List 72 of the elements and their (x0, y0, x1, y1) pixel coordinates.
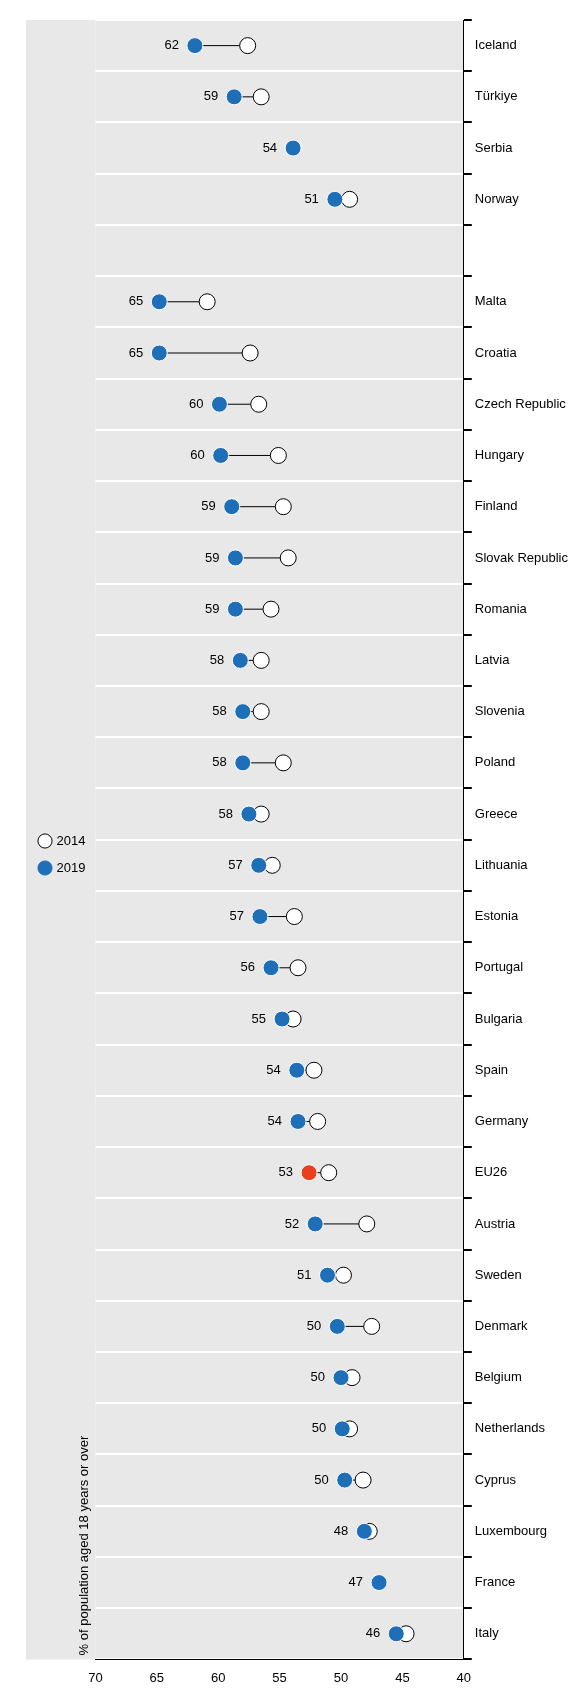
x-tick-label: 70 (88, 1669, 103, 1685)
data-label: 50 (314, 1471, 329, 1487)
data-label: 48 (333, 1522, 349, 1538)
x-tick-label: 65 (149, 1669, 165, 1685)
y-tick-label: Cyprus (474, 1471, 517, 1487)
y-tick-label: Austria (474, 1215, 517, 1231)
data-label: 53 (278, 1164, 294, 1180)
y-tick-label: Estonia (474, 908, 519, 924)
data-label: 60 (190, 447, 205, 463)
y-tick-label: Denmark (474, 1317, 529, 1333)
x-tick-label: 45 (395, 1669, 410, 1685)
data-label: 62 (164, 37, 179, 53)
y-tick-label: Belgium (474, 1369, 522, 1385)
data-label: 58 (218, 805, 233, 821)
y-tick-label: Italy (474, 1625, 500, 1641)
y-tick-label: Slovenia (474, 703, 526, 719)
data-label: 65 (128, 344, 144, 360)
y-tick-label: Iceland (474, 37, 517, 53)
y-tick-label: Luxembourg (474, 1522, 548, 1538)
data-label: 51 (297, 1266, 312, 1282)
data-label: 54 (267, 1113, 283, 1129)
y-axis-title: % of population aged 18 years or over (76, 1435, 92, 1656)
data-label: 51 (304, 190, 319, 206)
y-tick-label: Czech Republic (474, 395, 567, 411)
y-tick-label: Portugal (474, 959, 524, 975)
x-tick-label: 60 (210, 1669, 226, 1685)
data-label: 54 (262, 139, 278, 155)
legend-label: 2014 (56, 832, 86, 848)
data-label: 46 (365, 1625, 381, 1641)
data-label: 50 (311, 1420, 327, 1436)
data-label: 65 (128, 293, 144, 309)
data-label: 50 (310, 1369, 325, 1385)
x-tick-label: 50 (333, 1669, 349, 1685)
data-label: 52 (284, 1215, 300, 1231)
x-tick-label: 40 (456, 1669, 472, 1685)
y-tick-label: Türkiye (474, 88, 518, 104)
y-tick-label: Latvia (474, 651, 511, 667)
data-label: 55 (251, 1010, 267, 1026)
y-tick-label: Spain (474, 1061, 509, 1077)
y-tick-label: Bulgaria (474, 1010, 524, 1026)
y-tick-label: Hungary (474, 447, 525, 463)
data-label: 58 (212, 754, 227, 770)
y-tick-label: France (474, 1574, 516, 1590)
x-tick-label: 55 (272, 1669, 287, 1685)
y-tick-label: Romania (474, 600, 528, 616)
data-label: 57 (228, 856, 243, 872)
y-tick-label: Slovak Republic (474, 549, 569, 565)
y-tick-label: Poland (474, 754, 516, 770)
data-label: 47 (348, 1574, 364, 1590)
y-tick-label: Lithuania (474, 856, 529, 872)
y-tick-label: Malta (474, 293, 508, 309)
data-label: 56 (240, 959, 256, 975)
y-tick-label: Germany (474, 1113, 529, 1129)
y-tick-label: Serbia (474, 139, 514, 155)
y-tick-label: Norway (474, 190, 520, 206)
y-tick-label: Finland (474, 498, 518, 514)
y-tick-label: Sweden (474, 1266, 522, 1282)
data-label: 58 (209, 651, 225, 667)
legend-label: 2019 (56, 859, 86, 875)
y-tick-label: Croatia (474, 344, 518, 360)
data-label: 57 (229, 908, 244, 924)
y-tick-label: Netherlands (474, 1420, 546, 1436)
data-label: 59 (203, 88, 219, 104)
data-label: 59 (201, 498, 216, 514)
data-label: 58 (212, 703, 227, 719)
y-tick-label: Greece (474, 805, 518, 821)
y-tick-label: EU26 (474, 1164, 508, 1180)
data-label: 54 (266, 1061, 281, 1077)
data-label: 50 (306, 1317, 322, 1333)
data-label: 60 (188, 395, 204, 411)
data-label: 59 (204, 549, 220, 565)
data-label: 59 (204, 600, 220, 616)
